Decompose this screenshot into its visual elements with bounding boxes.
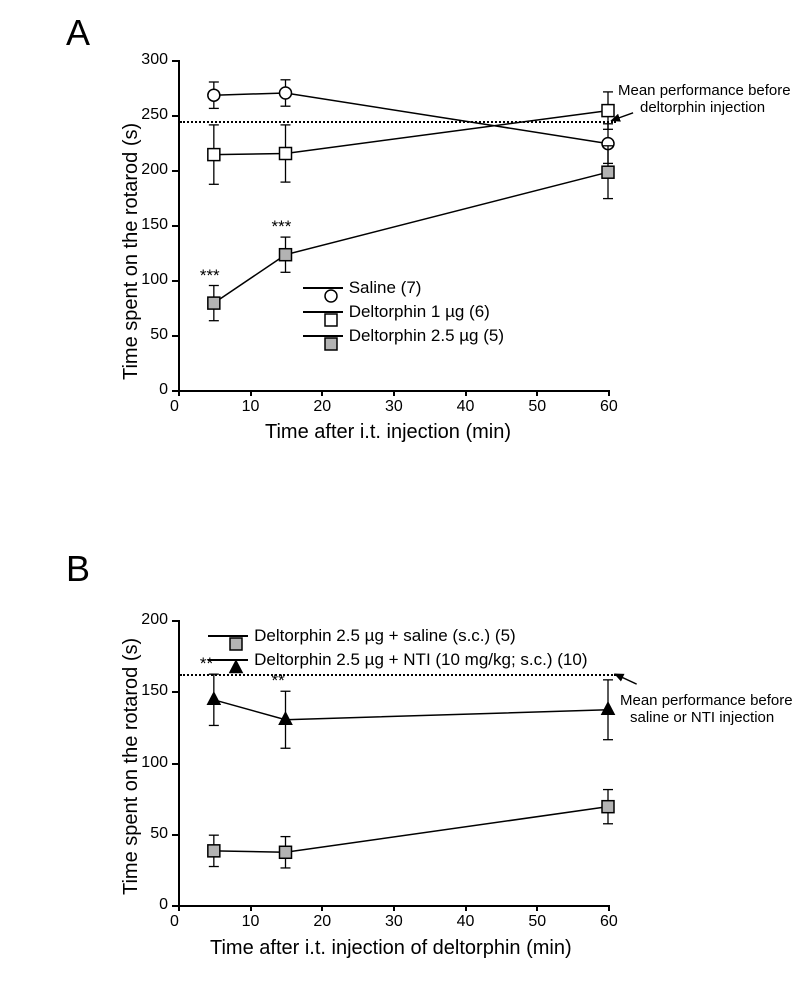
x-tick — [321, 390, 323, 396]
legend-item: Saline (7) — [303, 278, 422, 298]
legend-label: Deltorphin 2.5 µg + NTI (10 mg/kg; s.c.)… — [254, 650, 587, 670]
x-tick — [178, 905, 180, 911]
panel-b-annot: Mean performance before saline or NTI in… — [620, 692, 793, 727]
y-tick-label: 100 — [141, 271, 168, 289]
figure-root: A 050100150200250300 0102030405060 Time … — [0, 0, 800, 1007]
panel-a-xlabel: Time after i.t. injection (min) — [265, 421, 511, 444]
panel-a-annot-l2: deltorphin injection — [618, 99, 765, 116]
x-tick — [321, 905, 323, 911]
x-tick-label: 60 — [600, 913, 618, 931]
significance-marker: *** — [272, 217, 292, 237]
x-tick-label: 10 — [242, 913, 260, 931]
x-tick-label: 60 — [600, 398, 618, 416]
x-tick — [393, 905, 395, 911]
x-tick — [536, 390, 538, 396]
x-tick-label: 20 — [313, 913, 331, 931]
y-tick-label: 100 — [141, 754, 168, 772]
y-tick-label: 0 — [159, 381, 168, 399]
x-tick — [178, 390, 180, 396]
y-tick-label: 50 — [150, 825, 168, 843]
y-tick-label: 200 — [141, 611, 168, 629]
panel-a-label: A — [66, 12, 90, 54]
legend-item: Deltorphin 2.5 µg + NTI (10 mg/kg; s.c.)… — [208, 650, 587, 670]
x-tick-label: 10 — [242, 398, 260, 416]
y-tick-label: 150 — [141, 682, 168, 700]
x-tick — [465, 905, 467, 911]
legend-label: Saline (7) — [349, 278, 422, 298]
x-tick-label: 20 — [313, 398, 331, 416]
y-tick-label: 150 — [141, 216, 168, 234]
y-tick-label: 50 — [150, 326, 168, 344]
x-tick — [608, 390, 610, 396]
significance-marker: ** — [272, 671, 285, 691]
panel-a-annot: Mean performance before deltorphin injec… — [618, 82, 791, 117]
panel-b-ylabel: Time spent on the rotarod (s) — [120, 638, 143, 895]
legend-item: Deltorphin 2.5 µg (5) — [303, 326, 504, 346]
panel-a-annot-l1: Mean performance before — [618, 82, 791, 99]
legend-item: Deltorphin 2.5 µg + saline (s.c.) (5) — [208, 626, 516, 646]
panel-b-xlabel: Time after i.t. injection of deltorphin … — [210, 937, 572, 960]
y-tick-label: 0 — [159, 896, 168, 914]
y-tick-label: 200 — [141, 161, 168, 179]
significance-marker: *** — [200, 266, 220, 286]
x-tick-label: 40 — [457, 398, 475, 416]
x-tick-label: 30 — [385, 398, 403, 416]
x-tick-label: 50 — [528, 398, 546, 416]
x-tick-label: 40 — [457, 913, 475, 931]
legend-item: Deltorphin 1 µg (6) — [303, 302, 490, 322]
x-tick-label: 0 — [170, 398, 179, 416]
x-tick — [608, 905, 610, 911]
legend-label: Deltorphin 1 µg (6) — [349, 302, 490, 322]
x-tick-label: 50 — [528, 913, 546, 931]
panel-b-label: B — [66, 548, 90, 590]
x-tick — [465, 390, 467, 396]
x-tick — [393, 390, 395, 396]
legend-label: Deltorphin 2.5 µg (5) — [349, 326, 504, 346]
y-tick-label: 250 — [141, 106, 168, 124]
legend-label: Deltorphin 2.5 µg + saline (s.c.) (5) — [254, 626, 516, 646]
panel-b-annot-l1: Mean performance before — [620, 692, 793, 709]
panel-a-ylabel: Time spent on the rotarod (s) — [120, 123, 143, 380]
x-tick-label: 0 — [170, 913, 179, 931]
x-tick — [536, 905, 538, 911]
x-tick — [250, 905, 252, 911]
y-tick-label: 300 — [141, 51, 168, 69]
x-tick-label: 30 — [385, 913, 403, 931]
panel-b-annot-l2: saline or NTI injection — [620, 709, 774, 726]
x-tick — [250, 390, 252, 396]
